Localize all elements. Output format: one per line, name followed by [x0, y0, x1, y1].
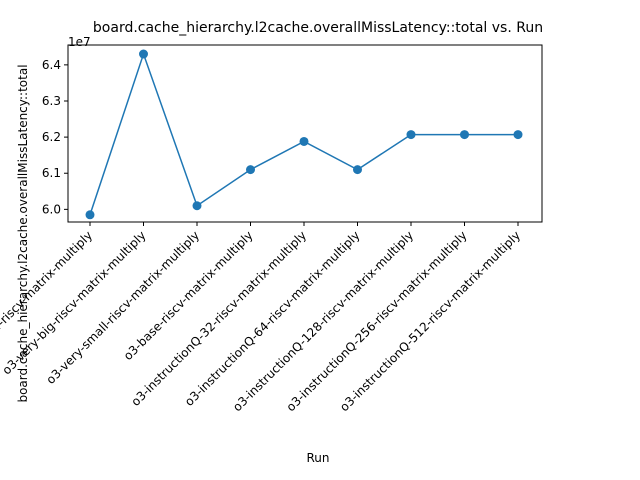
data-point: [299, 136, 309, 146]
y-tick-label: 6.1: [42, 166, 61, 180]
x-tick-label: o3-instructionQ-256-riscv-matrix-multipl…: [284, 228, 470, 414]
data-point: [513, 130, 523, 140]
y-tick-label: 6.0: [42, 202, 61, 216]
chart-title: board.cache_hierarchy.l2cache.overallMis…: [93, 20, 543, 36]
plot-area: [85, 49, 523, 220]
x-tick-label: o3-instructionQ-512-riscv-matrix-multipl…: [337, 228, 523, 414]
axes-frame: [67, 44, 543, 223]
data-point: [460, 130, 469, 140]
x-tick-label: o3-instructionQ-128-riscv-matrix-multipl…: [230, 228, 416, 414]
x-axis-label: Run: [306, 451, 329, 465]
data-point: [246, 165, 255, 175]
data-point: [353, 165, 362, 175]
y-axis-label: board.cache_hierarchy.l2cache.overallMis…: [16, 64, 30, 402]
data-point: [139, 49, 148, 59]
x-axis: inorder-riscv-matrix-multiplyo3-very-big…: [0, 222, 523, 414]
data-point: [406, 130, 416, 140]
y-offset-label: 1e7: [68, 35, 91, 49]
y-tick-label: 6.4: [42, 58, 61, 72]
y-axis: 6.0 6.1 6.2 6.3 6.4: [42, 58, 68, 216]
data-point: [85, 210, 95, 220]
y-tick-label: 6.3: [42, 94, 61, 108]
series-line: [89, 51, 518, 216]
data-point: [192, 201, 202, 211]
y-tick-label: 6.2: [42, 130, 61, 144]
